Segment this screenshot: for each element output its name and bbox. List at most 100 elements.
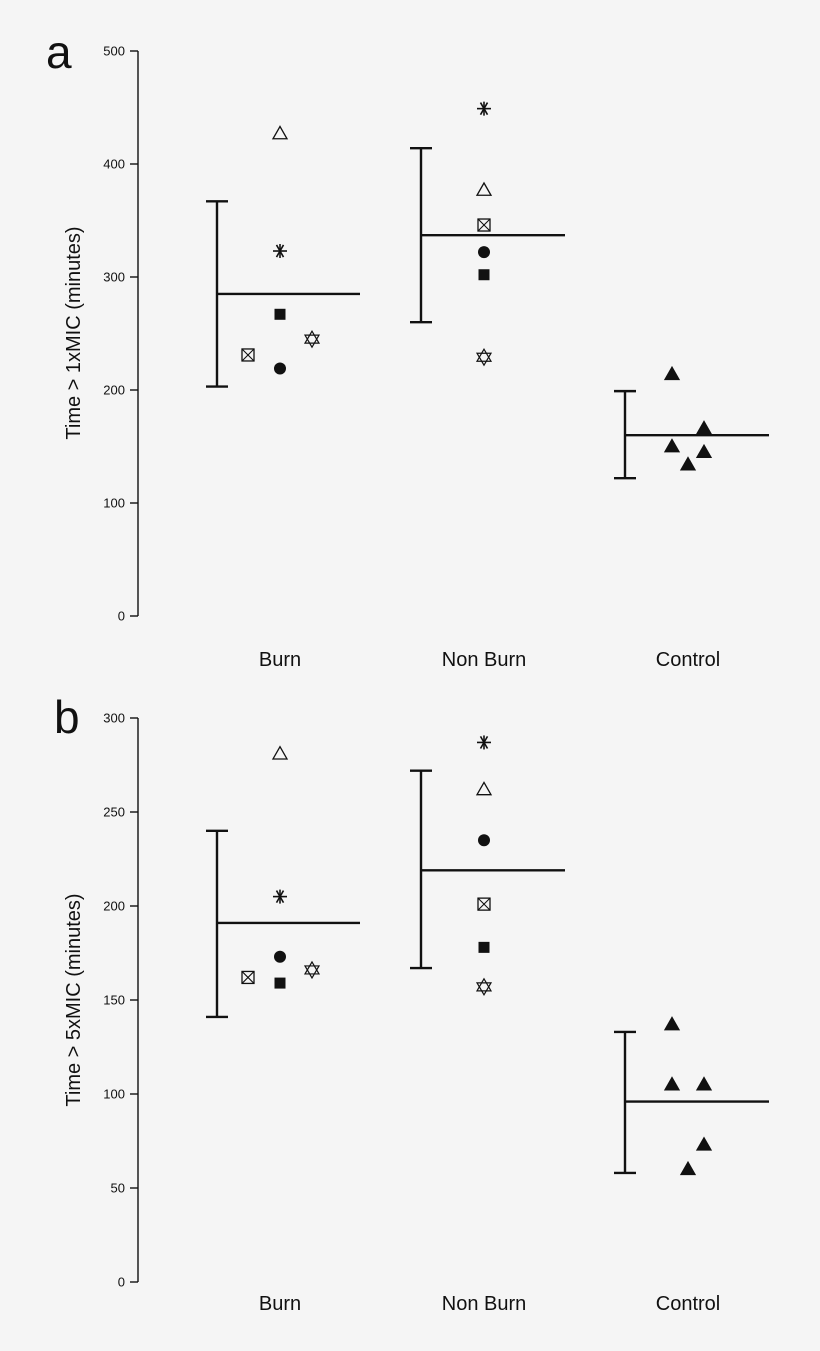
filled-circle-marker bbox=[478, 246, 490, 259]
boxed-x-marker bbox=[241, 348, 255, 362]
star-of-david-marker bbox=[303, 960, 321, 980]
y-tick-label: 400 bbox=[103, 157, 125, 172]
triangle-shape bbox=[663, 1076, 681, 1091]
y-axis: 0 100 200 300 400 500 bbox=[103, 44, 139, 624]
box-outline bbox=[477, 897, 491, 911]
category-label: Non Burn bbox=[442, 649, 527, 671]
filled-triangle-marker bbox=[679, 456, 697, 471]
box-outline bbox=[241, 970, 255, 985]
filled-square-marker bbox=[274, 977, 286, 989]
triangle-shape bbox=[695, 420, 713, 435]
summary-burn bbox=[206, 200, 360, 388]
category-label: Control bbox=[656, 649, 720, 671]
asterisk-marker bbox=[273, 889, 287, 904]
summary-non-burn bbox=[410, 146, 565, 324]
summary-group bbox=[206, 146, 769, 480]
circle-shape bbox=[478, 246, 490, 259]
open-triangle-marker bbox=[271, 745, 289, 760]
summary-group bbox=[206, 769, 769, 1175]
triangle-shape bbox=[475, 181, 493, 196]
box-diagonal bbox=[477, 218, 491, 232]
boxed-x-marker bbox=[241, 970, 255, 985]
filled-circle-marker bbox=[478, 834, 490, 847]
panel-a: a Time > 1xMIC (minutes) 0 100 200 300 400 50… bbox=[46, 26, 769, 671]
open-triangle-marker bbox=[475, 781, 493, 796]
y-tick-label: 50 bbox=[111, 1181, 125, 1196]
star-triangle-down bbox=[475, 982, 493, 997]
asterisk-marker bbox=[273, 244, 287, 259]
category-labels: Burn Non Burn Control bbox=[259, 1293, 720, 1315]
category-label: Non Burn bbox=[442, 1293, 527, 1315]
star-of-david-marker bbox=[475, 977, 493, 997]
square-shape bbox=[274, 977, 286, 989]
y-tick-label: 200 bbox=[103, 899, 125, 914]
star-triangle-down bbox=[303, 334, 321, 349]
filled-square-marker bbox=[478, 269, 490, 281]
filled-circle-marker bbox=[274, 362, 286, 375]
y-tick-label: 300 bbox=[103, 270, 125, 285]
y-tick-label: 100 bbox=[103, 1087, 125, 1102]
box-outline bbox=[241, 348, 255, 362]
y-tick-label: 0 bbox=[118, 1275, 125, 1290]
square-shape bbox=[478, 941, 490, 953]
star-triangle-up bbox=[475, 977, 493, 992]
y-tick-label: 500 bbox=[103, 44, 125, 59]
star-triangle-down bbox=[475, 352, 493, 367]
y-axis-label: Time > 1xMIC (minutes) bbox=[63, 226, 85, 439]
y-axis-label: Time > 5xMIC (minutes) bbox=[63, 893, 85, 1106]
star-triangle-up bbox=[475, 348, 493, 362]
category-label: Control bbox=[656, 1293, 720, 1315]
triangle-shape bbox=[695, 1136, 713, 1151]
asterisk-marker bbox=[477, 735, 491, 750]
filled-triangle-marker bbox=[695, 443, 713, 459]
boxed-x-marker bbox=[477, 897, 491, 911]
triangle-shape bbox=[663, 438, 681, 453]
y-tick-label: 250 bbox=[103, 805, 125, 820]
box-diagonal bbox=[241, 971, 255, 984]
boxed-x-marker bbox=[477, 218, 491, 232]
y-tick-label: 100 bbox=[103, 496, 125, 511]
summary-control bbox=[614, 1030, 769, 1175]
category-label: Burn bbox=[259, 1293, 301, 1315]
star-of-david-marker bbox=[475, 348, 493, 367]
filled-triangle-marker bbox=[663, 1016, 681, 1031]
triangle-shape bbox=[271, 125, 289, 140]
y-axis: 0 50 100 150 200 250 300 bbox=[103, 711, 139, 1290]
box-diagonal bbox=[477, 897, 491, 911]
data-points bbox=[241, 101, 713, 471]
filled-triangle-marker bbox=[679, 1160, 697, 1176]
category-label: Burn bbox=[259, 649, 301, 671]
y-tick-label: 150 bbox=[103, 993, 125, 1008]
triangle-shape bbox=[271, 745, 289, 760]
triangle-shape bbox=[695, 1076, 713, 1091]
triangle-shape bbox=[663, 1016, 681, 1031]
panel-label: a bbox=[46, 26, 72, 78]
box-outline bbox=[477, 218, 491, 232]
triangle-shape bbox=[679, 1160, 697, 1176]
filled-circle-marker bbox=[274, 950, 286, 963]
filled-triangle-marker bbox=[663, 1076, 681, 1091]
summary-burn bbox=[206, 829, 360, 1019]
star-triangle-up bbox=[303, 960, 321, 975]
square-shape bbox=[274, 308, 286, 320]
circle-shape bbox=[274, 362, 286, 375]
summary-non-burn bbox=[410, 769, 565, 970]
open-triangle-marker bbox=[271, 125, 289, 140]
asterisk-marker bbox=[477, 101, 491, 116]
triangle-shape bbox=[475, 781, 493, 796]
star-of-david-marker bbox=[303, 329, 321, 349]
box-diagonal bbox=[241, 348, 255, 362]
filled-triangle-marker bbox=[695, 1136, 713, 1151]
panel-label: b bbox=[54, 691, 80, 743]
summary-control bbox=[614, 389, 769, 480]
filled-triangle-marker bbox=[695, 1076, 713, 1091]
filled-triangle-marker bbox=[663, 438, 681, 453]
panel-b: b Time > 5xMIC (minutes) 0 50 100 150 200 250… bbox=[54, 691, 769, 1315]
triangle-shape bbox=[695, 443, 713, 459]
y-tick-label: 0 bbox=[118, 609, 125, 624]
circle-shape bbox=[478, 834, 490, 847]
square-shape bbox=[478, 269, 490, 281]
y-tick-label: 300 bbox=[103, 711, 125, 726]
circle-shape bbox=[274, 950, 286, 963]
